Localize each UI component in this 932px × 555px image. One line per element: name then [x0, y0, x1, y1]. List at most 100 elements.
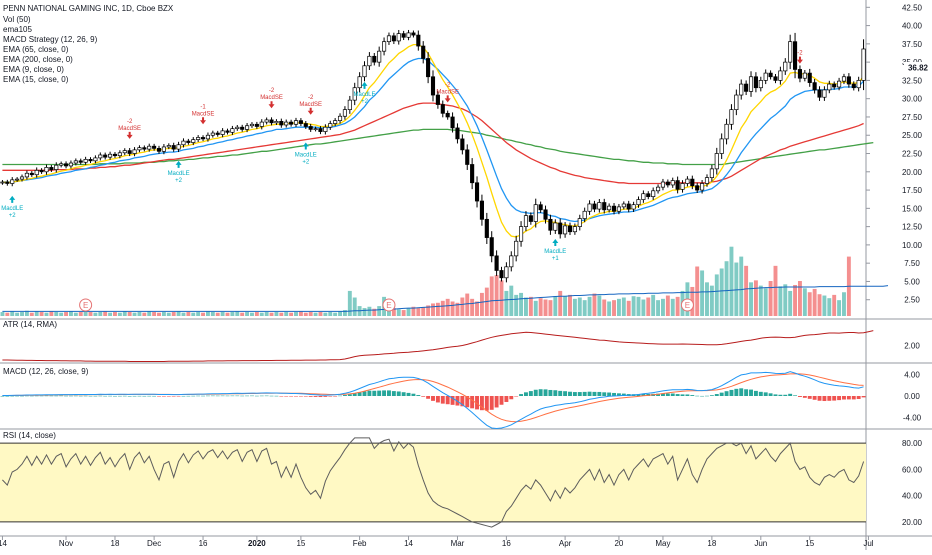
candle-body[interactable]	[670, 180, 675, 186]
candle-body[interactable]	[152, 145, 157, 149]
candle-body[interactable]	[646, 193, 651, 197]
candle-body[interactable]	[690, 178, 695, 187]
candle-body[interactable]	[763, 72, 768, 81]
candle-body[interactable]	[54, 164, 59, 170]
candle-body[interactable]	[367, 55, 372, 67]
candle-body[interactable]	[616, 206, 621, 212]
candle-body[interactable]	[308, 126, 313, 130]
candle-body[interactable]	[523, 215, 529, 227]
candle-body[interactable]	[729, 109, 734, 125]
candle-body[interactable]	[587, 203, 592, 212]
candle-body[interactable]	[0, 181, 5, 184]
candle-body[interactable]	[797, 69, 803, 79]
candle-body[interactable]	[426, 58, 431, 78]
candle-body[interactable]	[342, 109, 347, 117]
candle-body[interactable]	[196, 137, 201, 140]
candle-body[interactable]	[778, 70, 783, 81]
candle-body[interactable]	[215, 132, 220, 135]
candle-body[interactable]	[421, 45, 426, 59]
candle-body[interactable]	[758, 80, 763, 89]
candle-body[interactable]	[205, 134, 211, 140]
candle-body[interactable]	[445, 112, 450, 118]
candle-body[interactable]	[112, 153, 118, 157]
earnings-marker[interactable]	[680, 298, 694, 312]
candle-body[interactable]	[191, 139, 196, 143]
candle-body[interactable]	[582, 210, 587, 219]
candle-layer[interactable]	[0, 29, 866, 283]
candle-body[interactable]	[391, 35, 396, 42]
candle-body[interactable]	[509, 255, 514, 268]
candle-body[interactable]	[430, 76, 436, 96]
candle-body[interactable]	[200, 137, 206, 140]
candle-body[interactable]	[734, 94, 739, 111]
candle-body[interactable]	[298, 120, 303, 124]
candle-body[interactable]	[401, 33, 406, 38]
candle-body[interactable]	[137, 147, 142, 151]
candle-body[interactable]	[279, 121, 284, 126]
candle-body[interactable]	[382, 41, 387, 52]
candle-body[interactable]	[626, 203, 631, 210]
candle-body[interactable]	[59, 163, 64, 166]
candle-body[interactable]	[817, 89, 822, 98]
candle-body[interactable]	[171, 145, 176, 150]
candle-body[interactable]	[337, 115, 343, 121]
candle-body[interactable]	[484, 218, 489, 238]
candle-body[interactable]	[592, 203, 597, 210]
candle-body[interactable]	[465, 149, 470, 165]
candle-body[interactable]	[63, 163, 69, 167]
candle-body[interactable]	[39, 169, 44, 173]
candle-body[interactable]	[783, 61, 788, 72]
candle-body[interactable]	[802, 72, 807, 79]
candle-body[interactable]	[753, 76, 758, 89]
candle-body[interactable]	[602, 202, 607, 211]
candle-body[interactable]	[514, 240, 519, 257]
candle-body[interactable]	[24, 172, 29, 178]
candle-body[interactable]	[494, 255, 499, 271]
candle-body[interactable]	[543, 209, 548, 220]
candle-body[interactable]	[328, 123, 333, 128]
candle-body[interactable]	[460, 138, 465, 151]
candle-body[interactable]	[856, 80, 861, 89]
candle-body[interactable]	[49, 167, 54, 170]
candle-body[interactable]	[435, 94, 440, 105]
candle-body[interactable]	[846, 76, 851, 85]
candle-body[interactable]	[68, 162, 74, 167]
candle-body[interactable]	[259, 121, 264, 127]
candle-body[interactable]	[773, 76, 778, 81]
candle-body[interactable]	[362, 65, 367, 78]
candle-body[interactable]	[78, 160, 83, 163]
candle-body[interactable]	[127, 150, 132, 154]
candle-body[interactable]	[108, 153, 113, 158]
candle-body[interactable]	[93, 157, 98, 162]
candle-body[interactable]	[474, 182, 480, 202]
candle-body[interactable]	[768, 72, 773, 78]
candle-body[interactable]	[724, 123, 729, 140]
earnings-marker[interactable]	[382, 298, 396, 312]
candle-body[interactable]	[313, 128, 318, 131]
candle-body[interactable]	[499, 270, 504, 279]
candle-body[interactable]	[122, 150, 127, 154]
candle-body[interactable]	[695, 185, 700, 191]
candle-body[interactable]	[29, 172, 34, 176]
candle-body[interactable]	[489, 237, 494, 257]
candle-body[interactable]	[704, 177, 710, 184]
candle-body[interactable]	[34, 169, 39, 176]
candle-body[interactable]	[548, 218, 553, 231]
candle-body[interactable]	[386, 35, 392, 43]
candle-body[interactable]	[528, 215, 533, 222]
candle-body[interactable]	[792, 41, 798, 70]
candle-body[interactable]	[680, 183, 685, 190]
candle-body[interactable]	[636, 199, 641, 206]
candle-body[interactable]	[577, 218, 582, 227]
candle-body[interactable]	[377, 50, 382, 63]
candle-body[interactable]	[318, 128, 323, 132]
candle-body[interactable]	[235, 126, 240, 130]
candle-body[interactable]	[675, 180, 680, 190]
candle-body[interactable]	[161, 146, 166, 152]
candle-body[interactable]	[655, 186, 661, 192]
candle-body[interactable]	[538, 204, 543, 211]
candle-body[interactable]	[533, 204, 538, 222]
candle-body[interactable]	[558, 222, 563, 235]
